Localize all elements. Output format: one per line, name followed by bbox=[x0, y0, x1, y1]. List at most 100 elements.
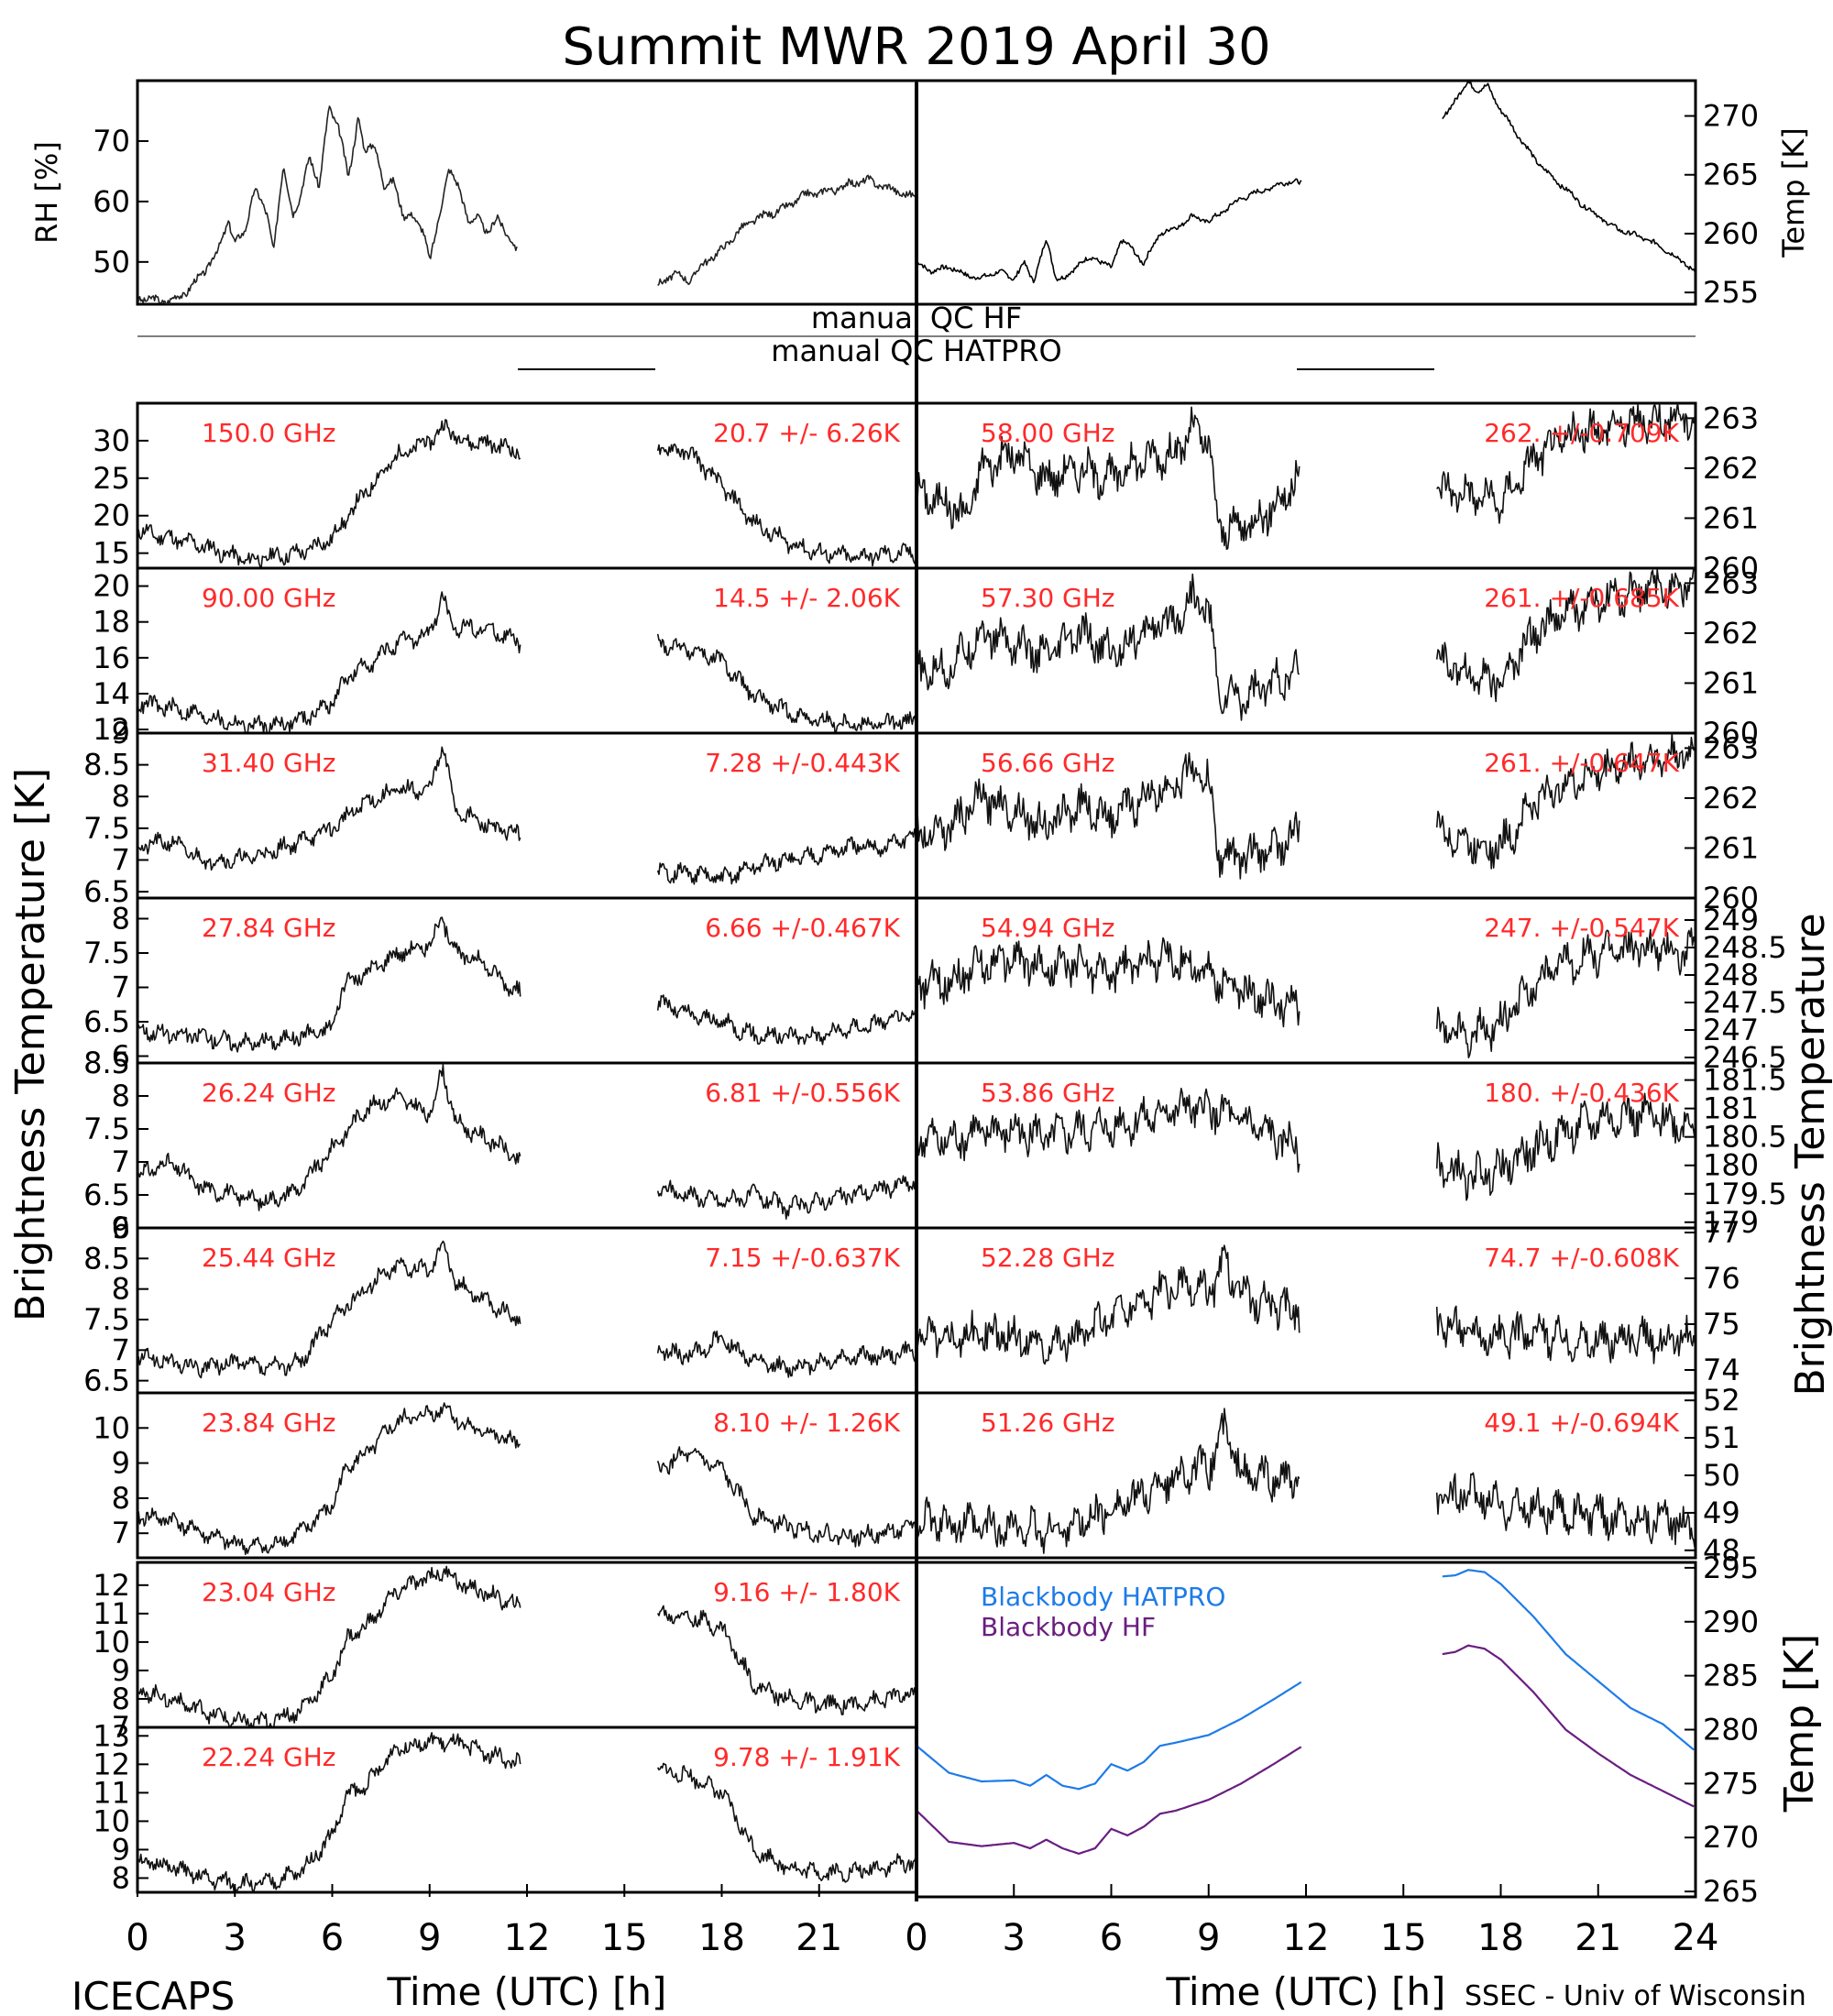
tb-frequency-label: 150.0 GHz bbox=[202, 418, 336, 448]
tb-panel-y-tick-label: 6.5 bbox=[83, 1004, 130, 1039]
blackbody-y-tick-label: 295 bbox=[1703, 1550, 1759, 1585]
tb-panel-y-tick-label: 11 bbox=[93, 1596, 130, 1631]
tb-series-line bbox=[137, 591, 916, 734]
tb-series-line bbox=[137, 916, 916, 1053]
tb-series-line bbox=[137, 746, 916, 885]
x-axis-label-right: Time (UTC) [h] bbox=[1166, 1969, 1446, 2014]
tb-stat-label: 180. +/-0.436K bbox=[1484, 1078, 1679, 1108]
temp-top-y-tick-label: 255 bbox=[1703, 275, 1759, 310]
tb-stat-label: 6.66 +/-0.467K bbox=[705, 913, 900, 943]
blackbody-y-tick-label: 285 bbox=[1703, 1659, 1759, 1693]
tb-panel-right-1: 260 261 262 263 57.30 GHz 261. +/-0.685K bbox=[915, 565, 1759, 751]
tb-panel-y-tick-label: 262 bbox=[1703, 616, 1759, 651]
tb-frequency-label: 23.84 GHz bbox=[202, 1408, 336, 1438]
tb-panel-y-tick-label: 74 bbox=[1703, 1353, 1740, 1387]
x-tick-label-right: 9 bbox=[1197, 1917, 1220, 1959]
tb-panel-y-tick-label: 10 bbox=[93, 1803, 130, 1838]
tb-series-line bbox=[916, 1244, 1696, 1365]
tb-panel-y-tick-label: 180 bbox=[1703, 1148, 1759, 1183]
tb-frequency-label: 31.40 GHz bbox=[202, 748, 336, 778]
tb-panel-y-tick-label: 8 bbox=[112, 1079, 130, 1113]
tb-frequency-label: 52.28 GHz bbox=[981, 1243, 1115, 1273]
tb-panel-left-3: 66.577.58 27.84 GHz 6.66 +/-0.467K bbox=[83, 896, 918, 1074]
tb-panel-y-tick-label: 261 bbox=[1703, 830, 1759, 865]
tb-panel-y-tick-label: 8.5 bbox=[83, 748, 130, 783]
tb-panel-y-tick-label: 247 bbox=[1703, 1013, 1759, 1047]
tb-panel-y-tick-label: 8 bbox=[112, 1682, 130, 1716]
tb-frequency-label: 56.66 GHz bbox=[981, 748, 1115, 778]
tb-panel-right-0: 260 261 262 263 58.00 GHz 262. +/-0.709K bbox=[915, 400, 1759, 586]
tb-panel-y-tick-label: 16 bbox=[93, 641, 130, 675]
blackbody-panel: 265 270 275 280 285 290 295 Blackbody HATPROBla… bbox=[915, 1550, 1823, 1909]
tb-panel-y-tick-label: 6.5 bbox=[83, 874, 130, 909]
tb-panel-left-4: 66.577.588.5 26.24 GHz 6.81 +/-0.556K bbox=[83, 1046, 918, 1245]
tb-stat-label: 49.1 +/-0.694K bbox=[1484, 1408, 1679, 1438]
tb-stat-label: 9.78 +/- 1.91K bbox=[713, 1742, 900, 1772]
rh-panel: 50 60 70 RH [%] bbox=[29, 79, 918, 306]
blackbody-y-tick-label: 270 bbox=[1703, 1820, 1759, 1855]
tb-panel-y-tick-label: 7 bbox=[112, 970, 130, 1005]
tb-frequency-label: 58.00 GHz bbox=[981, 418, 1115, 448]
tb-panel-y-tick-label: 30 bbox=[93, 423, 130, 458]
temp-top-frame bbox=[915, 79, 1697, 306]
tb-panel-y-tick-label: 262 bbox=[1703, 451, 1759, 486]
tb-panel-y-tick-label: 261 bbox=[1703, 665, 1759, 700]
tb-panel-y-tick-label: 263 bbox=[1703, 730, 1759, 765]
tb-panel-y-tick-label: 13 bbox=[93, 1718, 130, 1753]
tb-stat-label: 7.28 +/-0.443K bbox=[705, 748, 900, 778]
tb-panel-y-tick-label: 263 bbox=[1703, 565, 1759, 600]
tb-panel-y-tick-label: 262 bbox=[1703, 781, 1759, 816]
tb-series-line bbox=[916, 1088, 1696, 1201]
temp-top-y-tick-label: 270 bbox=[1703, 99, 1759, 134]
tb-panel-y-tick-label: 77 bbox=[1703, 1215, 1740, 1250]
footer-left: ICECAPS bbox=[71, 1974, 235, 2016]
tb-panel-y-tick-label: 8.5 bbox=[83, 1046, 130, 1080]
temp-top-axis-label: Temp [K] bbox=[1776, 127, 1811, 257]
x-tick-label-left: 18 bbox=[698, 1917, 745, 1959]
tb-panel-y-tick-label: 48 bbox=[1703, 1533, 1740, 1568]
x-tick-label-left: 6 bbox=[321, 1917, 344, 1959]
tb-panel-y-tick-label: 9 bbox=[112, 1832, 130, 1867]
tb-panel-y-tick-label: 7 bbox=[112, 1710, 130, 1745]
tb-panel-y-tick-label: 52 bbox=[1703, 1383, 1740, 1418]
blackbody-series-line-1 bbox=[916, 1644, 1695, 1856]
x-tick-label-left: 9 bbox=[418, 1917, 441, 1959]
tb-panel-y-tick-label: 18 bbox=[93, 605, 130, 640]
tb-panel-y-tick-label: 75 bbox=[1703, 1307, 1740, 1342]
temp-top-series-line bbox=[916, 81, 1696, 284]
tb-panel-y-tick-label: 180.5 bbox=[1703, 1120, 1787, 1155]
page-title: Summit MWR 2019 April 30 bbox=[562, 17, 1270, 77]
tb-panel-y-tick-label: 248 bbox=[1703, 958, 1759, 992]
legend-hatpro: Blackbody HATPRO bbox=[981, 1582, 1225, 1612]
tb-panel-y-tick-label: 76 bbox=[1703, 1261, 1740, 1296]
tb-panel-y-tick-label: 8 bbox=[112, 1481, 130, 1516]
tb-stat-label: 261. +/-0.647K bbox=[1484, 748, 1679, 778]
tb-frequency-label: 90.00 GHz bbox=[202, 583, 336, 613]
x-tick-label-right: 21 bbox=[1575, 1917, 1621, 1959]
blackbody-y-tick-label: 265 bbox=[1703, 1874, 1759, 1909]
tb-panel-y-tick-label: 20 bbox=[93, 569, 130, 604]
tb-panel-y-tick-label: 12 bbox=[93, 1568, 130, 1603]
tb-panel-y-tick-label: 7 bbox=[112, 1145, 130, 1179]
tb-panel-y-tick-label: 9 bbox=[112, 1211, 130, 1245]
blackbody-y-tick-label: 275 bbox=[1703, 1766, 1759, 1801]
footer-right: SSEC - Univ of Wisconsin bbox=[1465, 1980, 1806, 2012]
tb-panel-y-tick-label: 8.5 bbox=[83, 1241, 130, 1276]
tb-panel-y-tick-label: 249 bbox=[1703, 903, 1759, 937]
tb-series-line bbox=[137, 1240, 916, 1379]
tb-panel-left-5: 6.577.588.59 25.44 GHz 7.15 +/-0.637K bbox=[83, 1211, 918, 1398]
x-tick-label-left: 21 bbox=[796, 1917, 842, 1959]
tb-panel-y-tick-label: 12 bbox=[93, 712, 130, 747]
tb-frequency-label: 25.44 GHz bbox=[202, 1243, 336, 1273]
tb-panel-right-2: 260 261 262 263 56.66 GHz 261. +/-0.647K bbox=[915, 730, 1759, 915]
tb-panel-y-tick-label: 7.5 bbox=[83, 811, 130, 846]
tb-stat-label: 14.5 +/- 2.06K bbox=[713, 583, 900, 613]
blackbody-y-tick-label: 290 bbox=[1703, 1605, 1759, 1639]
tb-stat-label: 261. +/-0.685K bbox=[1484, 583, 1679, 613]
tb-panel-y-tick-label: 7.5 bbox=[83, 936, 130, 970]
